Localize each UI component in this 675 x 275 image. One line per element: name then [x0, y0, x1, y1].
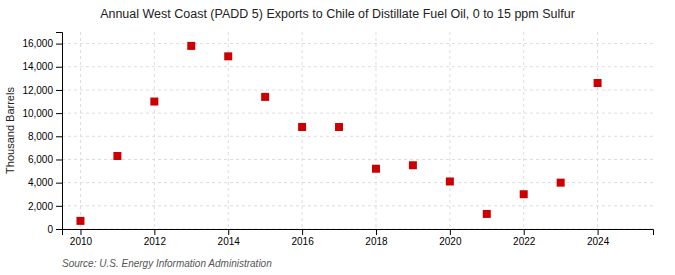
point	[76, 217, 84, 225]
point	[298, 123, 306, 131]
x-grid-line	[375, 32, 376, 229]
x-tick: 2016	[291, 229, 314, 247]
point	[557, 179, 565, 187]
y-tick: 6,000	[28, 154, 62, 165]
x-grid-line	[154, 32, 155, 229]
x-tick: 2022	[513, 229, 536, 247]
point	[372, 165, 380, 173]
title: Annual West Coast (PADD 5) Exports to Ch…	[100, 7, 575, 21]
y-tick: 0	[47, 224, 62, 235]
y-grid-line	[62, 43, 653, 44]
y-tick-label: 12,000	[22, 85, 53, 96]
y-tick-mark	[56, 67, 62, 68]
x-tick-mark	[598, 229, 599, 235]
y-grid-line	[62, 66, 653, 67]
y-tick: 12,000	[22, 85, 62, 96]
y-tick-mark	[56, 90, 62, 91]
x-tick: 2012	[144, 229, 167, 247]
y-tick: 10,000	[22, 108, 62, 119]
y-tick-label: 10,000	[22, 108, 53, 119]
y-tick-label: 2,000	[28, 201, 53, 212]
y-tick-mark	[56, 44, 62, 45]
x-grid-line	[449, 32, 450, 229]
x-grid-line	[228, 32, 229, 229]
grid	[62, 32, 653, 229]
point	[113, 152, 121, 160]
x-tick: 2020	[439, 229, 462, 247]
x-grid-line	[523, 32, 524, 229]
y-grid-line	[62, 113, 653, 114]
y-tick-label: 8,000	[28, 131, 53, 142]
y-axis-line	[56, 33, 63, 230]
x-tick-label: 2012	[144, 236, 167, 247]
x-tick: 2018	[365, 229, 388, 247]
y-tick-label: 16,000	[22, 38, 53, 49]
y-tick-mark	[56, 113, 62, 114]
x-tick-mark	[302, 229, 303, 235]
point	[150, 98, 158, 106]
point	[187, 42, 195, 50]
x-tick-mark	[376, 229, 377, 235]
point	[409, 161, 417, 169]
point	[520, 190, 528, 198]
y-axis-label: Thousand Barrels	[4, 87, 16, 174]
point	[261, 93, 269, 101]
y-tick-label: 4,000	[28, 177, 53, 188]
y-grid-line	[62, 159, 653, 160]
x-tick-label: 2024	[587, 236, 610, 247]
y-tick-label: 0	[47, 224, 53, 235]
y-tick-label: 14,000	[22, 61, 53, 72]
point	[224, 52, 232, 60]
y-tick: 4,000	[28, 177, 62, 188]
x-tick-mark	[524, 229, 525, 235]
y-tick-mark	[56, 229, 62, 230]
x-tick-mark	[228, 229, 229, 235]
y-axis: 0 2,000 4,000 6,000 8,000 10,000 12,000 14,000 1…	[22, 33, 62, 235]
x-tick: 2010	[70, 229, 93, 247]
x-tick: 2014	[218, 229, 241, 247]
y-tick-mark	[56, 183, 62, 184]
x-tick-label: 2022	[513, 236, 536, 247]
point	[594, 79, 602, 87]
x-tick-label: 2010	[70, 236, 93, 247]
x-axis: 2010 2012 2014 2016 2018 2020 2022 2024	[63, 229, 654, 247]
point	[483, 210, 491, 218]
y-tick-mark	[56, 136, 62, 137]
x-grid-line	[80, 32, 81, 229]
point	[335, 123, 343, 131]
point	[446, 177, 454, 185]
x-tick-label: 2020	[439, 236, 462, 247]
plot-area: 2010 2012 2014 2016 2018 2020 2022 2024 0 2,000 4,…	[22, 32, 653, 247]
y-grid-line	[62, 205, 653, 206]
x-tick: 2024	[587, 229, 610, 247]
x-tick-label: 2016	[291, 236, 314, 247]
y-tick-mark	[56, 206, 62, 207]
x-axis-line	[63, 230, 654, 236]
x-grid-line	[597, 32, 598, 229]
y-grid-line	[62, 89, 653, 90]
y-tick-mark	[56, 159, 62, 160]
y-grid-line	[62, 136, 653, 137]
source: Source: U.S. Energy Information Administ…	[62, 258, 272, 269]
y-tick: 14,000	[22, 61, 62, 72]
points	[76, 42, 601, 225]
x-tick-label: 2018	[365, 236, 388, 247]
y-tick: 8,000	[28, 131, 62, 142]
y-tick-label: 6,000	[28, 154, 53, 165]
x-tick-mark	[450, 229, 451, 235]
x-tick-mark	[154, 229, 155, 235]
x-tick-mark	[80, 229, 81, 235]
x-tick-label: 2014	[218, 236, 241, 247]
y-tick: 16,000	[22, 38, 62, 49]
y-tick: 2,000	[28, 201, 62, 212]
chart: 2010 2012 2014 2016 2018 2020 2022 2024 0 2,000 4,…	[0, 0, 675, 275]
